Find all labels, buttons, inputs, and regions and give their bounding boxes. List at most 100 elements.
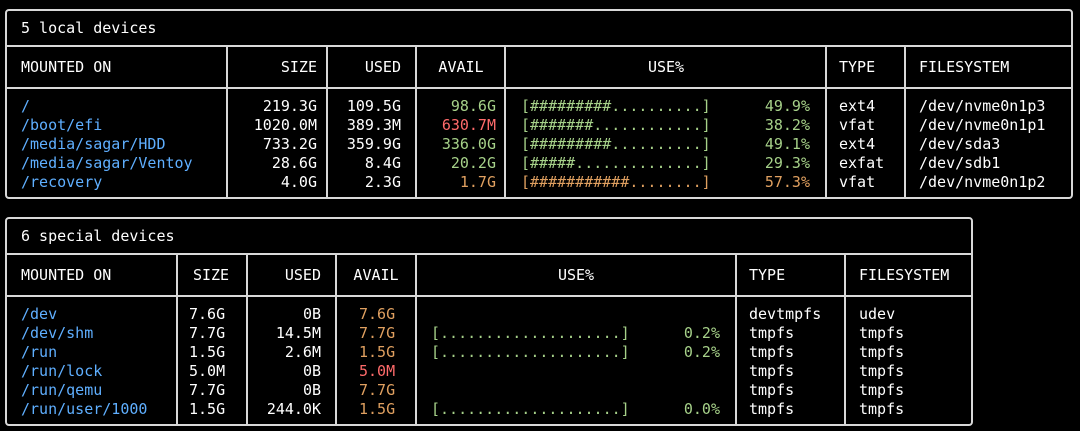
header-type: TYPE — [839, 58, 876, 76]
local-devices-title: 5 local devices — [7, 11, 1071, 47]
column-divider — [415, 47, 417, 197]
filesystem-cell: tmpfs — [859, 324, 905, 342]
size-cell: 7.7G — [189, 381, 226, 399]
mounted-on-cell: /dev/shm — [21, 324, 94, 342]
header-size: SIZE — [192, 266, 230, 284]
used-cell: 359.9G — [346, 135, 401, 153]
avail-cell: 336.0G — [441, 135, 496, 153]
header-mounted-on: MOUNTED ON — [21, 266, 112, 284]
avail-cell: 5.0M — [359, 362, 396, 380]
mounted-on-cell: /media/sagar/Ventoy — [21, 154, 193, 172]
usage-bar: [#########..........] — [521, 135, 711, 153]
used-cell: 0B — [302, 305, 321, 323]
usage-bar — [431, 362, 661, 381]
use-percent-cell: 49.1% — [764, 135, 810, 153]
type-cell: tmpfs — [749, 343, 795, 361]
use-percent-cell: 0.0% — [683, 400, 720, 418]
table-row: /run/lock 5.0M 0B 5.0M tmpfs tmpfs — [7, 362, 971, 381]
table-row: /run/user/1000 1.5G 244.0K 1.5G [...........… — [7, 400, 971, 419]
avail-cell: 7.7G — [359, 381, 396, 399]
used-cell: 14.5M — [275, 324, 321, 342]
used-cell: 8.4G — [364, 154, 401, 172]
usage-bar: [#######............] — [521, 116, 711, 134]
table-row: /run 1.5G 2.6M 1.5G [....................] 0.… — [7, 343, 971, 362]
filesystem-cell: tmpfs — [859, 400, 905, 418]
header-type: TYPE — [749, 266, 786, 284]
use-percent-cell: 57.3% — [764, 173, 810, 191]
usage-bar: [....................] — [431, 400, 630, 418]
local-devices-table: 5 local devices MOUNTED ON SIZE USED AVA… — [5, 9, 1073, 199]
table-row: / 219.3G 109.5G 98.6G [#########..........] 4… — [7, 97, 1071, 116]
used-cell: 0B — [302, 381, 321, 399]
header-avail: AVAIL — [353, 266, 399, 284]
avail-cell: 20.2G — [450, 154, 496, 172]
avail-cell: 98.6G — [450, 97, 496, 115]
column-divider — [904, 47, 906, 197]
size-cell: 7.7G — [189, 324, 226, 342]
header-avail: AVAIL — [438, 58, 484, 76]
type-cell: exfat — [839, 154, 885, 172]
header-use-pct: USE% — [647, 58, 685, 76]
header-filesystem: FILESYSTEM — [859, 266, 950, 284]
table-row: /boot/efi 1020.0M 389.3M 630.7M [#######....… — [7, 116, 1071, 135]
filesystem-cell: tmpfs — [859, 343, 905, 361]
avail-cell: 1.5G — [359, 343, 396, 361]
filesystem-cell: /dev/nvme0n1p3 — [919, 97, 1046, 115]
filesystem-cell: /dev/sda3 — [919, 135, 1001, 153]
filesystem-cell: /dev/nvme0n1p2 — [919, 173, 1046, 191]
type-cell: vfat — [839, 173, 876, 191]
usage-bar: [....................] — [431, 324, 630, 342]
type-cell: tmpfs — [749, 362, 795, 380]
type-cell: ext4 — [839, 97, 876, 115]
mounted-on-cell: /run — [21, 343, 58, 361]
usage-bar — [431, 305, 661, 324]
filesystem-cell: udev — [859, 305, 896, 323]
type-cell: ext4 — [839, 135, 876, 153]
local-header-row: MOUNTED ON SIZE USED AVAIL USE% TYPE FIL… — [7, 47, 1071, 89]
size-cell: 1020.0M — [253, 116, 317, 134]
column-divider — [735, 255, 737, 424]
column-divider — [415, 255, 417, 424]
use-percent-cell: 49.9% — [764, 97, 810, 115]
header-filesystem: FILESYSTEM — [919, 58, 1010, 76]
column-divider — [176, 255, 178, 424]
size-cell: 7.6G — [189, 305, 226, 323]
header-used: USED — [284, 266, 321, 284]
table-row: /run/qemu 7.7G 0B 7.7G tmpfs tmpfs — [7, 381, 971, 400]
mounted-on-cell: / — [21, 97, 31, 115]
avail-cell: 7.6G — [359, 305, 396, 323]
mounted-on-cell: /boot/efi — [21, 116, 103, 134]
size-cell: 219.3G — [262, 97, 317, 115]
header-used: USED — [364, 58, 401, 76]
column-divider — [326, 47, 328, 197]
type-cell: devtmpfs — [749, 305, 822, 323]
use-percent-cell — [659, 381, 720, 400]
usage-bar: [#########..........] — [521, 97, 711, 115]
column-divider — [504, 47, 506, 197]
type-cell: tmpfs — [749, 324, 795, 342]
mounted-on-cell: /run/lock — [21, 362, 103, 380]
use-percent-cell — [659, 305, 720, 324]
mounted-on-cell: /run/user/1000 — [21, 400, 148, 418]
avail-cell: 630.7M — [441, 116, 496, 134]
usage-bar: [#####..............] — [521, 154, 711, 172]
size-cell: 1.5G — [189, 343, 226, 361]
table-row: /media/sagar/Ventoy 28.6G 8.4G 20.2G [#####.… — [7, 154, 1071, 173]
table-row: /dev 7.6G 0B 7.6G devtmpfs udev — [7, 305, 971, 324]
column-divider — [844, 255, 846, 424]
special-devices-title: 6 special devices — [7, 219, 971, 255]
used-cell: 2.6M — [284, 343, 321, 361]
mounted-on-cell: /media/sagar/HDD — [21, 135, 166, 153]
use-percent-cell: 0.2% — [683, 343, 720, 361]
size-cell: 5.0M — [189, 362, 226, 380]
used-cell: 244.0K — [266, 400, 321, 418]
special-devices-table: 6 special devices MOUNTED ON SIZE USED A… — [5, 217, 973, 426]
special-header-row: MOUNTED ON SIZE USED AVAIL USE% TYPE FIL… — [7, 255, 971, 297]
filesystem-cell: tmpfs — [859, 381, 905, 399]
used-cell: 0B — [302, 362, 321, 380]
mounted-on-cell: /recovery — [21, 173, 103, 191]
usage-bar: [###########........] — [521, 173, 711, 191]
avail-cell: 1.5G — [359, 400, 396, 418]
type-cell: tmpfs — [749, 381, 795, 399]
size-cell: 733.2G — [262, 135, 317, 153]
